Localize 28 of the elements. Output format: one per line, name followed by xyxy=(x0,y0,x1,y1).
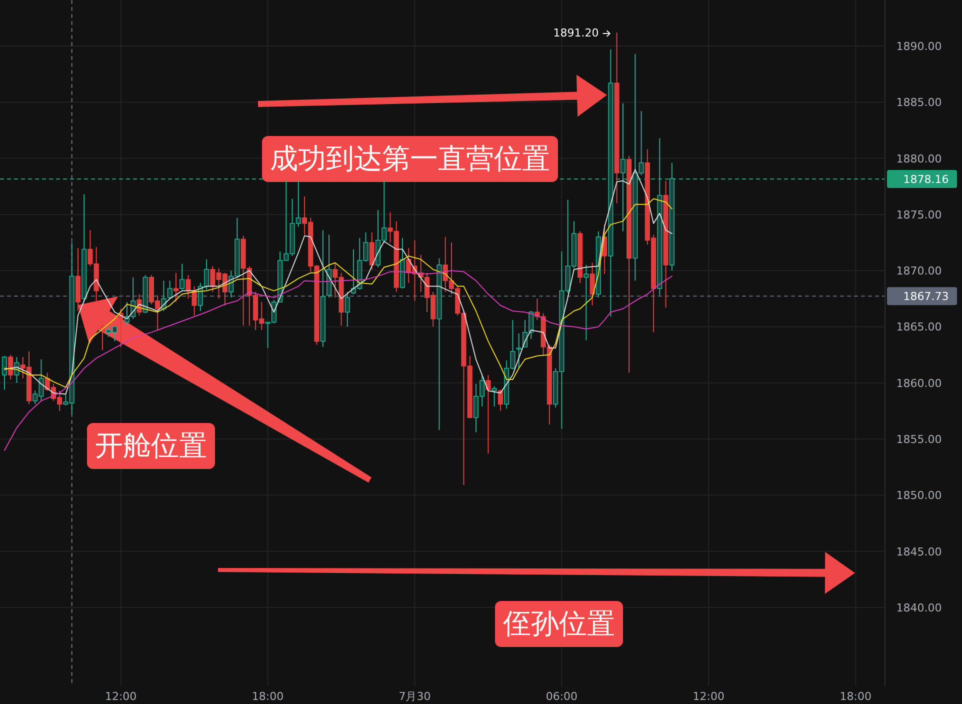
y-tick-label: 1840.00 xyxy=(896,601,942,614)
y-tick-label: 1860.00 xyxy=(896,376,942,390)
y-tick-label: 1845.00 xyxy=(896,545,942,558)
x-tick-label: 12:00 xyxy=(692,690,725,703)
annotation: 开舱位置 xyxy=(95,429,207,462)
ref-label: 1878.16 xyxy=(887,170,957,188)
y-tick-label: 1865.00 xyxy=(896,320,942,334)
annotation: 侄孙位置 xyxy=(503,607,615,640)
annotation: 成功到达第一直营位置 xyxy=(270,142,550,175)
ref-line-label: 1867.73 xyxy=(903,290,949,304)
x-tick-label: 06:00 xyxy=(546,690,578,703)
y-tick-label: 1885.00 xyxy=(896,96,942,110)
annotation: 1891.20 xyxy=(553,26,599,40)
y-tick-label: 1875.00 xyxy=(896,208,942,222)
annotation: 侄孙位置 xyxy=(495,601,623,647)
y-tick-label: 1850.00 xyxy=(896,489,942,502)
x-tick-label: 18:00 xyxy=(252,690,284,703)
ref-line-label: 1878.16 xyxy=(903,172,949,186)
x-tick-label: 18:00 xyxy=(840,690,872,703)
annotation: 成功到达第一直营位置 xyxy=(262,136,558,182)
x-tick-label: 7月30 xyxy=(398,690,431,703)
y-tick-label: 1870.00 xyxy=(896,264,942,278)
y-tick-label: 1890.00 xyxy=(896,40,942,54)
annotation: 开舱位置 xyxy=(87,423,215,469)
ref-label: 1867.73 xyxy=(887,287,957,306)
y-tick-label: 1880.00 xyxy=(896,152,942,166)
x-tick-label: 12:00 xyxy=(104,690,137,703)
y-tick-label: 1855.00 xyxy=(896,432,942,446)
